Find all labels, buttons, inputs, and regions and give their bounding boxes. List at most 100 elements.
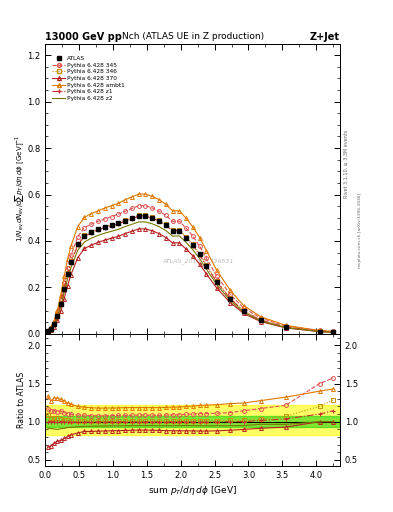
- Pythia 6.428 345: [82, 224, 87, 230]
- Pythia 6.428 z2: [62, 289, 66, 295]
- Pythia 6.428 346: [116, 220, 121, 226]
- Pythia 6.428 z2: [204, 266, 209, 272]
- Pythia 6.428 370: [75, 254, 80, 261]
- Pythia 6.428 ambt1: [103, 205, 107, 211]
- Pythia 6.428 345: [51, 319, 56, 326]
- Pythia 6.428 z2: [228, 297, 233, 304]
- Pythia 6.428 345: [163, 212, 168, 219]
- Pythia 6.428 370: [59, 308, 63, 314]
- Pythia 6.428 ambt1: [130, 194, 134, 200]
- Pythia 6.428 370: [143, 226, 148, 232]
- Pythia 6.428 z2: [82, 239, 87, 245]
- Pythia 6.428 370: [123, 230, 127, 237]
- Title: Nch (ATLAS UE in Z production): Nch (ATLAS UE in Z production): [121, 32, 264, 41]
- Pythia 6.428 346: [59, 300, 63, 306]
- Pythia 6.428 ambt1: [62, 273, 66, 280]
- Pythia 6.428 z1: [46, 328, 50, 334]
- Pythia 6.428 370: [228, 300, 233, 306]
- Pythia 6.428 ambt1: [150, 194, 154, 200]
- Pythia 6.428 370: [89, 242, 94, 248]
- Pythia 6.428 370: [184, 246, 189, 252]
- Pythia 6.428 346: [228, 295, 233, 301]
- Pythia 6.428 z1: [130, 216, 134, 222]
- Pythia 6.428 345: [214, 273, 219, 279]
- Pythia 6.428 ambt1: [157, 197, 162, 203]
- Pythia 6.428 ambt1: [214, 267, 219, 273]
- Pythia 6.428 370: [283, 325, 288, 331]
- Pythia 6.428 370: [157, 230, 162, 237]
- Pythia 6.428 z2: [46, 328, 50, 334]
- Pythia 6.428 345: [109, 214, 114, 220]
- Pythia 6.428 370: [163, 234, 168, 241]
- Pythia 6.428 ambt1: [191, 224, 195, 230]
- Pythia 6.428 z1: [214, 279, 219, 285]
- Line: Pythia 6.428 346: Pythia 6.428 346: [46, 214, 335, 334]
- Pythia 6.428 346: [214, 278, 219, 284]
- Pythia 6.428 z2: [170, 233, 175, 239]
- Bar: [45, 416, 340, 427]
- Pythia 6.428 345: [283, 323, 288, 329]
- Pythia 6.428 346: [191, 241, 195, 247]
- Pythia 6.428 z2: [241, 309, 246, 315]
- Pythia 6.428 346: [317, 328, 322, 334]
- Pythia 6.428 z2: [317, 329, 322, 335]
- Pythia 6.428 z2: [177, 233, 182, 239]
- Pythia 6.428 345: [130, 205, 134, 211]
- Text: mcplots.cern.ch [arXiv:1306.3436]: mcplots.cern.ch [arXiv:1306.3436]: [358, 193, 362, 268]
- Pythia 6.428 345: [69, 252, 73, 259]
- Pythia 6.428 345: [258, 315, 263, 321]
- Pythia 6.428 z2: [130, 221, 134, 227]
- Pythia 6.428 370: [136, 226, 141, 232]
- Pythia 6.428 370: [116, 233, 121, 240]
- Pythia 6.428 345: [204, 255, 209, 262]
- Pythia 6.428 z2: [123, 224, 127, 230]
- Pythia 6.428 370: [69, 271, 73, 278]
- Pythia 6.428 345: [75, 234, 80, 240]
- Pythia 6.428 z2: [157, 224, 162, 230]
- Pythia 6.428 z1: [116, 221, 121, 227]
- Pythia 6.428 346: [136, 212, 141, 219]
- Pythia 6.428 345: [46, 328, 50, 334]
- Pythia 6.428 z1: [283, 324, 288, 330]
- Pythia 6.428 z2: [109, 228, 114, 234]
- Pythia 6.428 z2: [65, 275, 70, 282]
- Pythia 6.428 346: [241, 308, 246, 314]
- Pythia 6.428 ambt1: [116, 200, 121, 206]
- Pythia 6.428 z1: [331, 329, 336, 335]
- Pythia 6.428 346: [150, 214, 154, 220]
- Pythia 6.428 370: [170, 240, 175, 246]
- Pythia 6.428 346: [62, 284, 66, 290]
- Pythia 6.428 z1: [136, 214, 141, 220]
- Pythia 6.428 346: [258, 317, 263, 323]
- Pythia 6.428 370: [150, 228, 154, 234]
- Pythia 6.428 z1: [150, 215, 154, 221]
- Pythia 6.428 345: [136, 203, 141, 209]
- Pythia 6.428 z1: [62, 286, 66, 292]
- Pythia 6.428 346: [177, 227, 182, 233]
- Pythia 6.428 346: [89, 229, 94, 235]
- Bar: [45, 405, 340, 435]
- Pythia 6.428 z2: [69, 265, 73, 271]
- Pythia 6.428 z2: [258, 318, 263, 324]
- Pythia 6.428 z2: [214, 282, 219, 288]
- Pythia 6.428 z1: [241, 308, 246, 314]
- Pythia 6.428 370: [82, 245, 87, 251]
- Line: Pythia 6.428 z2: Pythia 6.428 z2: [48, 222, 333, 332]
- Pythia 6.428 z1: [95, 227, 100, 233]
- Pythia 6.428 346: [204, 262, 209, 268]
- Pythia 6.428 345: [143, 203, 148, 209]
- Pythia 6.428 z2: [143, 219, 148, 225]
- Text: Z+Jet: Z+Jet: [310, 32, 340, 42]
- Pythia 6.428 346: [109, 222, 114, 228]
- Pythia 6.428 370: [109, 235, 114, 241]
- Pythia 6.428 370: [103, 237, 107, 243]
- Pythia 6.428 345: [157, 208, 162, 215]
- Pythia 6.428 345: [48, 325, 53, 331]
- Pythia 6.428 z1: [177, 228, 182, 234]
- Line: Pythia 6.428 370: Pythia 6.428 370: [46, 227, 335, 334]
- Pythia 6.428 z2: [75, 247, 80, 253]
- Pythia 6.428 345: [191, 233, 195, 240]
- Pythia 6.428 346: [331, 329, 336, 335]
- Pythia 6.428 346: [184, 234, 189, 240]
- Pythia 6.428 ambt1: [163, 201, 168, 207]
